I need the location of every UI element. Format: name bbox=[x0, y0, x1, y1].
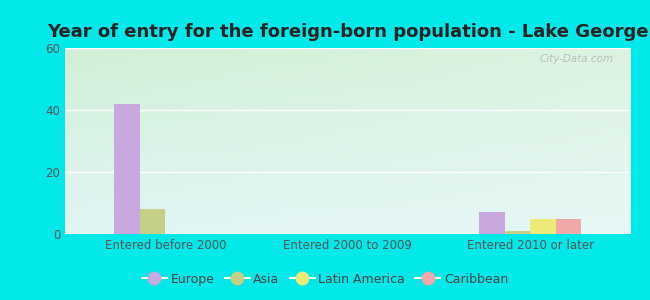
Legend: Europe, Asia, Latin America, Caribbean: Europe, Asia, Latin America, Caribbean bbox=[137, 268, 513, 291]
Bar bbox=[504, 231, 530, 234]
Bar bbox=[556, 218, 581, 234]
Bar bbox=[479, 212, 504, 234]
Bar bbox=[530, 218, 556, 234]
Title: Year of entry for the foreign-born population - Lake George: Year of entry for the foreign-born popul… bbox=[47, 23, 649, 41]
Text: City-Data.com: City-Data.com bbox=[540, 54, 614, 64]
Bar bbox=[114, 104, 140, 234]
Bar bbox=[140, 209, 165, 234]
